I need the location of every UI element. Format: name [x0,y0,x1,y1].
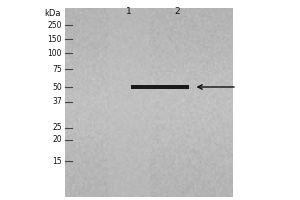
Text: 15: 15 [52,156,62,166]
Text: 2: 2 [174,6,180,16]
Text: 150: 150 [48,34,62,44]
Text: kDa: kDa [44,8,61,18]
Bar [108,8,150,197]
Text: 75: 75 [52,64,62,73]
Bar [130,85,189,89]
Bar [64,8,233,197]
Text: 100: 100 [48,48,62,58]
Text: 37: 37 [52,98,62,106]
Text: 20: 20 [52,136,62,144]
Text: 1: 1 [126,6,132,16]
Text: 250: 250 [48,21,62,29]
Text: 50: 50 [52,83,62,92]
Text: 25: 25 [52,123,62,132]
